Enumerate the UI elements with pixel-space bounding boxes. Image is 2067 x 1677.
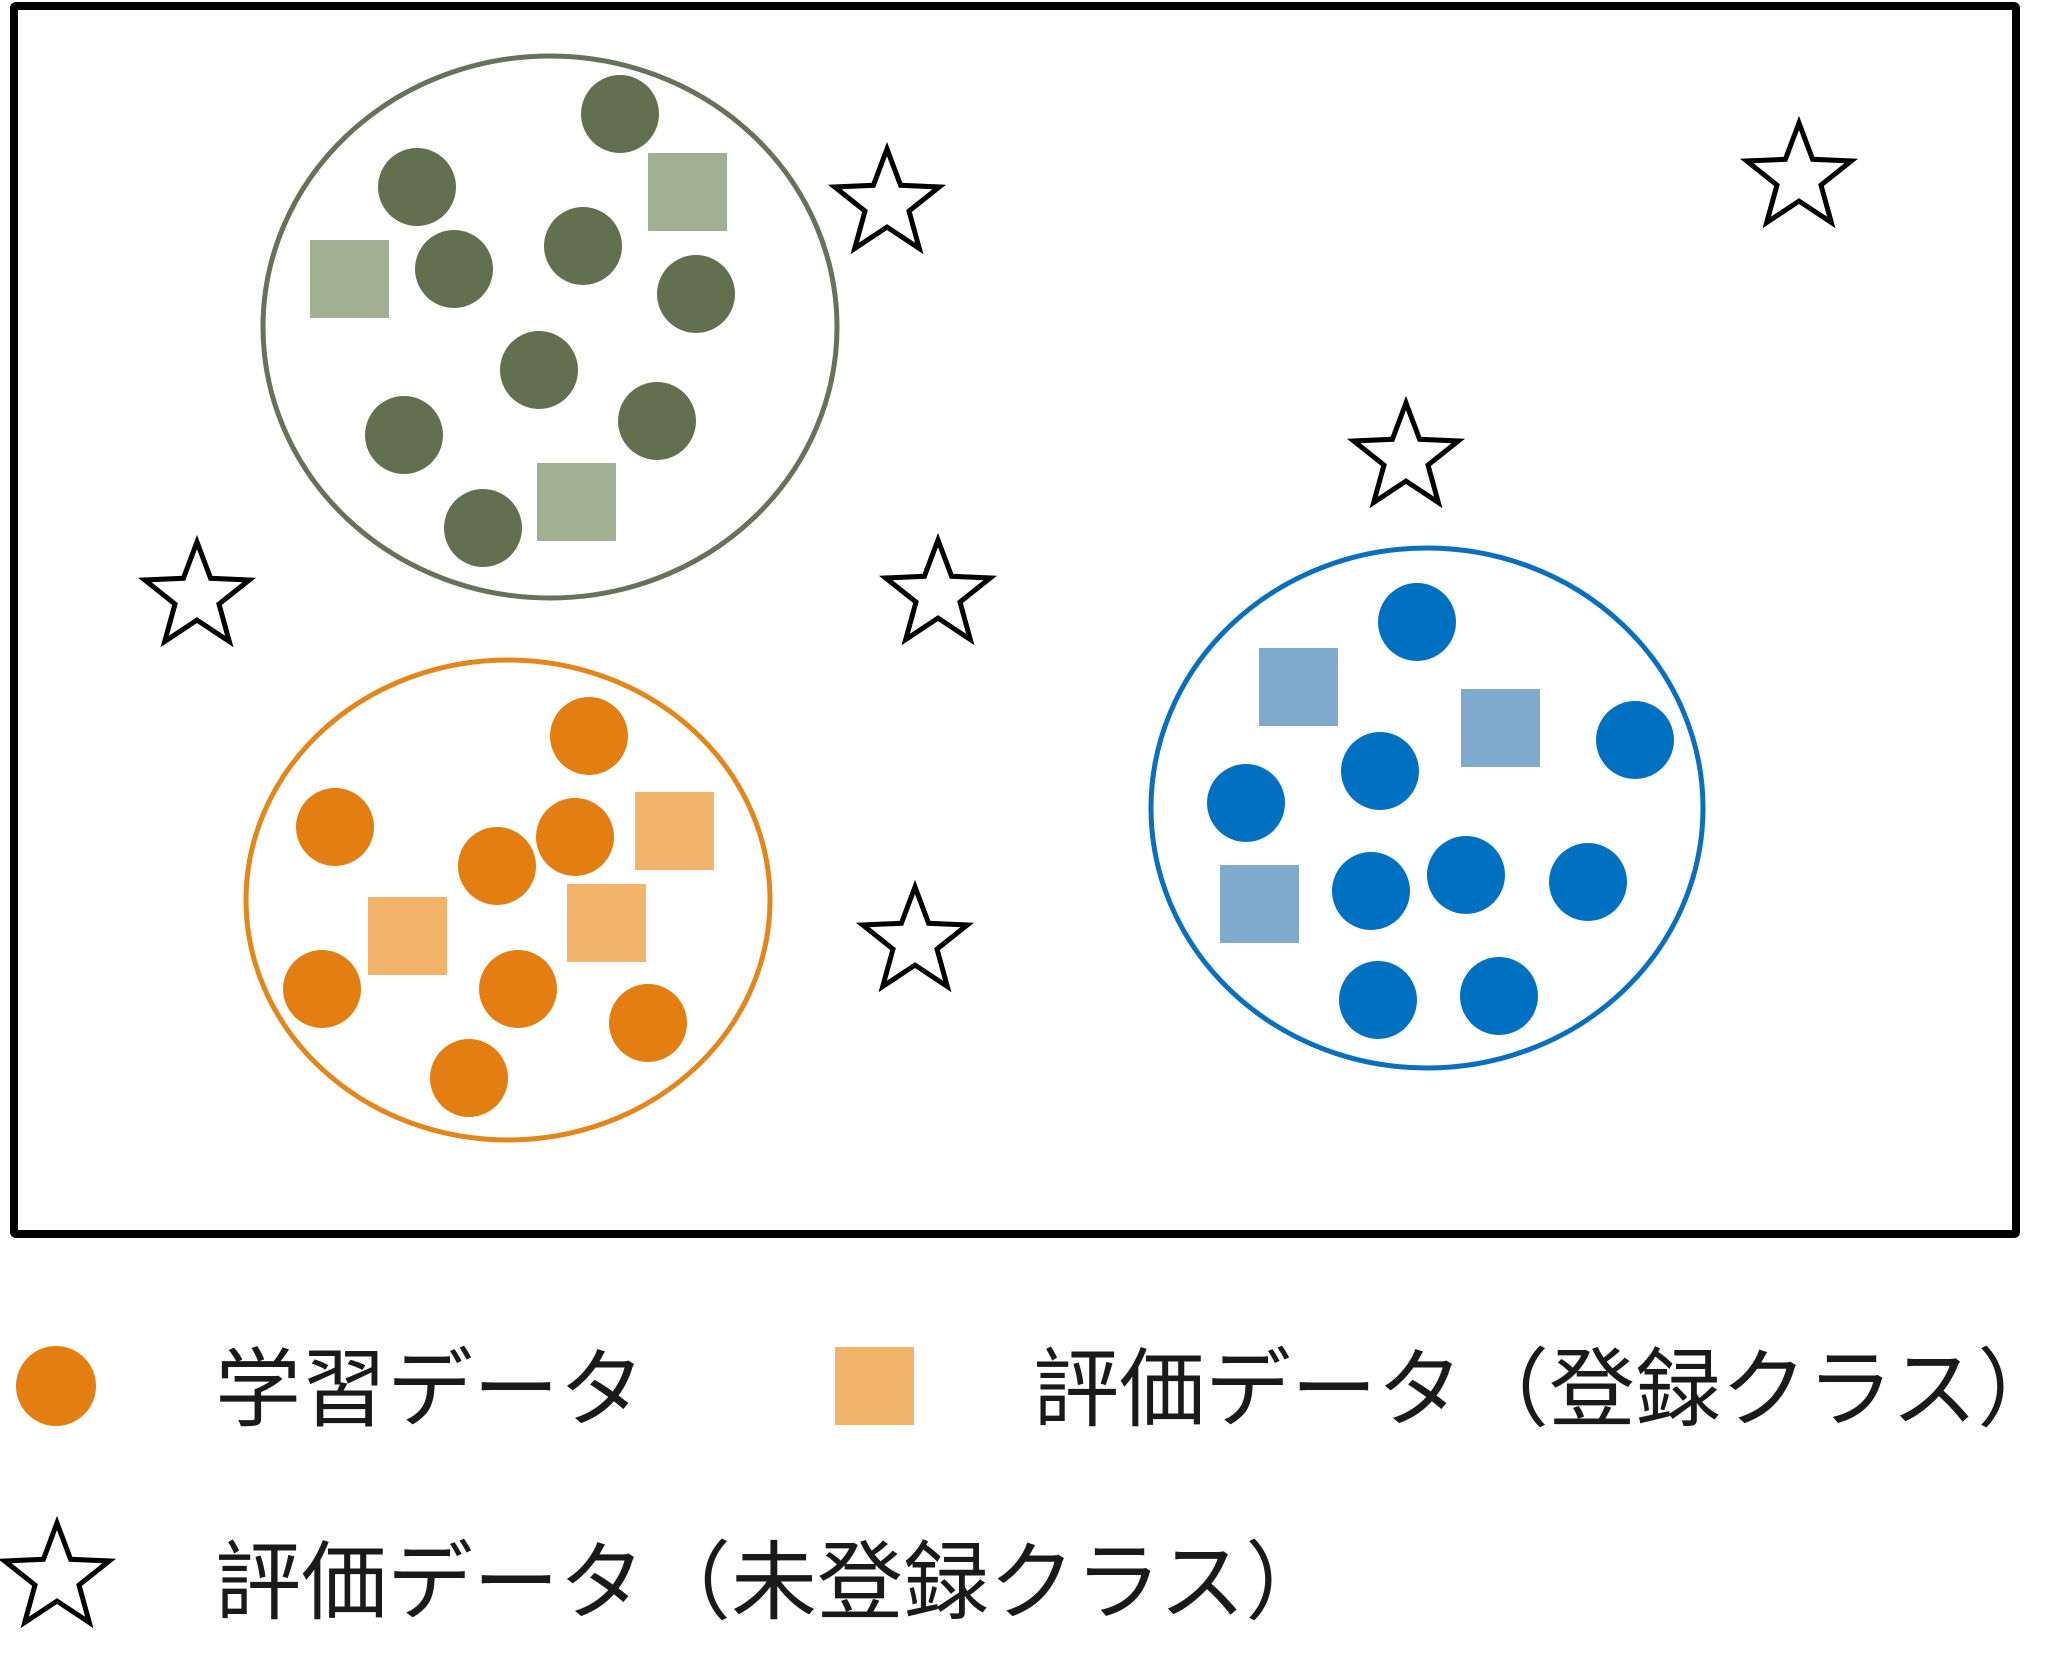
train-point	[444, 489, 522, 567]
train-point	[550, 697, 628, 775]
star-icon	[137, 534, 257, 648]
train-point	[1341, 732, 1419, 810]
legend: 学習データ 評価データ（登録クラス） 評価データ（未登録クラス）	[0, 1340, 2063, 1633]
train-point	[1549, 843, 1627, 921]
train-point	[430, 1039, 508, 1117]
eval-registered-point	[648, 153, 727, 231]
train-point	[618, 382, 696, 460]
train-point	[378, 148, 456, 226]
star-icon	[827, 141, 947, 255]
eval-registered-point	[1220, 865, 1299, 943]
eval-registered-point	[537, 463, 616, 541]
unregistered-points	[137, 115, 1859, 993]
train-point	[458, 827, 536, 905]
train-point	[1339, 961, 1417, 1039]
train-point	[1378, 583, 1456, 661]
train-point	[609, 984, 687, 1062]
eval-registered-point	[1461, 689, 1540, 767]
cluster-green-boundary	[260, 53, 840, 601]
eval-registered-point	[635, 792, 714, 870]
star-icon	[1739, 115, 1859, 229]
eval-registered-point	[368, 897, 447, 975]
train-point	[544, 207, 622, 285]
train-point	[500, 331, 578, 409]
train-point	[365, 396, 443, 474]
eval-registered-point	[567, 884, 646, 962]
legend-train-label: 学習データ	[215, 1340, 645, 1440]
cluster-blue	[1148, 545, 1706, 1071]
star-icon	[878, 532, 998, 646]
train-point	[479, 950, 557, 1028]
cluster-blue-boundary	[1148, 545, 1706, 1071]
train-point	[1332, 852, 1410, 930]
star-icon	[855, 879, 975, 993]
eval-registered-point	[1259, 648, 1338, 726]
cluster-orange	[243, 657, 773, 1143]
legend-eval-registered-marker	[835, 1347, 914, 1425]
train-point	[657, 255, 735, 333]
legend-star-icon	[0, 1515, 117, 1629]
legend-train-marker	[16, 1346, 96, 1426]
train-point	[1460, 957, 1538, 1035]
train-point	[1427, 836, 1505, 914]
plot-frame	[10, 2, 2020, 1238]
legend-eval-unregistered-label: 評価データ（未登録クラス）	[215, 1533, 1331, 1633]
cluster-green	[260, 53, 840, 601]
train-point	[1596, 701, 1674, 779]
train-point	[296, 788, 374, 866]
legend-eval-registered-label: 評価データ（登録クラス）	[1033, 1340, 2063, 1440]
train-point	[1207, 764, 1285, 842]
train-point	[536, 798, 614, 876]
star-icon	[1346, 395, 1466, 509]
eval-registered-point	[310, 240, 389, 318]
train-point	[581, 75, 659, 153]
train-point	[415, 230, 493, 308]
train-point	[283, 950, 361, 1028]
cluster-orange-boundary	[243, 657, 773, 1143]
